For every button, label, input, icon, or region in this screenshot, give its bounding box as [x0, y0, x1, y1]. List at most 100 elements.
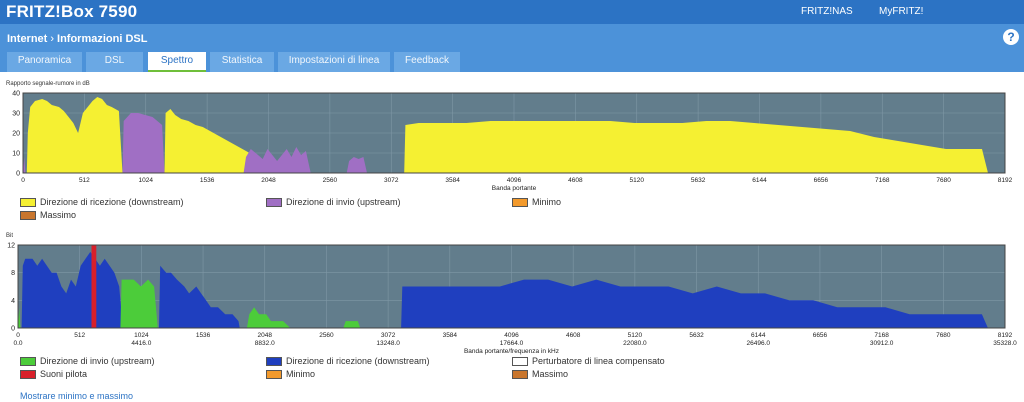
- x-tick-label: 4096: [507, 177, 522, 184]
- plot-border: [17, 244, 1006, 329]
- x-freq-label: 26496.0: [747, 340, 771, 347]
- x-tick-label: 6144: [751, 332, 766, 339]
- tab-impostazioni-di-linea[interactable]: Impostazioni di linea: [278, 52, 390, 72]
- x-tick-label: 0: [21, 177, 25, 184]
- y-axis-label: Rapporto segnale-rumore in dB: [6, 81, 90, 87]
- x-freq-label: 35328.0: [993, 340, 1017, 347]
- fritznas-link[interactable]: FRITZ!NAS: [801, 6, 853, 17]
- tab-dsl[interactable]: DSL: [86, 52, 143, 72]
- x-tick-label: 4608: [566, 332, 581, 339]
- tab-spettro[interactable]: Spettro: [148, 52, 206, 72]
- top-bar: FRITZ!Box 7590 FRITZ!NAS MyFRITZ!: [0, 0, 1024, 24]
- legend-label: Minimo: [286, 369, 316, 379]
- x-tick-label: 6144: [752, 177, 767, 184]
- breadcrumb-internet[interactable]: Internet: [7, 33, 48, 45]
- series-area-1: [23, 113, 367, 173]
- legend-suoni-pilota: Suoni pilota: [20, 369, 87, 379]
- x-tick-label: 6656: [813, 332, 828, 339]
- legend-label: Minimo: [532, 197, 562, 207]
- breadcrumb-separator-icon: ›: [50, 33, 55, 45]
- x-tick-label: 6656: [814, 177, 829, 184]
- y-tick-label: 8: [11, 270, 15, 277]
- legend-swatch: [20, 210, 36, 220]
- x-tick-label: 2560: [323, 177, 338, 184]
- legend-swatch: [266, 369, 282, 379]
- x-freq-label: 22080.0: [623, 340, 647, 347]
- x-freq-label: 8832.0: [255, 340, 275, 347]
- legend-label: Direzione di invio (upstream): [286, 197, 401, 207]
- x-tick-label: 8192: [998, 177, 1013, 184]
- legend-label: Perturbatore di linea compensato: [532, 356, 665, 366]
- legend-massimo-2: Massimo: [512, 369, 568, 379]
- x-tick-label: 4096: [504, 332, 519, 339]
- x-freq-label: 13248.0: [376, 340, 400, 347]
- legend-label: Massimo: [532, 369, 569, 379]
- x-tick-label: 5632: [689, 332, 704, 339]
- tab-statistica[interactable]: Statistica: [210, 52, 274, 72]
- x-tick-label: 7168: [874, 332, 889, 339]
- series-area-0: [26, 97, 989, 173]
- x-freq-label: 0.0: [13, 340, 22, 347]
- y-tick-label: 0: [16, 171, 20, 178]
- legend-label: Direzione di ricezione (downstream): [40, 197, 184, 207]
- legend-label: Direzione di ricezione (downstream): [286, 356, 430, 366]
- x-tick-label: 5120: [630, 177, 645, 184]
- legend-downstream-2: Direzione di ricezione (downstream): [266, 356, 430, 366]
- x-tick-label: 1024: [139, 177, 154, 184]
- legend-massimo: Massimo: [20, 210, 76, 220]
- x-tick-label: 5632: [691, 177, 706, 184]
- x-tick-label: 3072: [381, 332, 396, 339]
- x-freq-label: 4416.0: [131, 340, 151, 347]
- breadcrumb-dsl-info: Informazioni DSL: [57, 33, 148, 45]
- legend-minimo: Minimo: [512, 197, 561, 207]
- x-tick-label: 2048: [258, 332, 273, 339]
- legend-label: Massimo: [40, 210, 77, 220]
- tab-feedback[interactable]: Feedback: [394, 52, 460, 72]
- brand-title: FRITZ!Box 7590: [6, 2, 138, 21]
- y-axis-label: Bit: [6, 233, 13, 239]
- legend-downstream: Direzione di ricezione (downstream): [20, 197, 184, 207]
- y-tick-label: 10: [12, 151, 20, 158]
- x-tick-label: 5120: [628, 332, 643, 339]
- series-area-0: [21, 251, 988, 328]
- show-min-max-link[interactable]: Mostrare minimo e massimo: [20, 391, 134, 401]
- legend-label: Direzione di invio (upstream): [40, 356, 155, 366]
- y-tick-label: 40: [12, 91, 20, 98]
- x-tick-label: 0: [16, 332, 20, 339]
- x-tick-label: 2048: [261, 177, 276, 184]
- x-tick-label: 7680: [936, 332, 951, 339]
- series-area-3: [91, 245, 97, 328]
- x-tick-label: 512: [79, 177, 90, 184]
- legend-label: Suoni pilota: [40, 369, 88, 379]
- x-tick-label: 1536: [200, 177, 215, 184]
- x-tick-label: 7680: [936, 177, 951, 184]
- x-freq-label: 17664.0: [500, 340, 524, 347]
- x-tick-label: 8192: [998, 332, 1013, 339]
- x-tick-label: 1536: [196, 332, 211, 339]
- x-tick-label: 1024: [134, 332, 149, 339]
- x-axis-label: Banda portante: [492, 185, 537, 192]
- plot-border: [22, 92, 1006, 174]
- snr-chart: Rapporto segnale-rumore in dB 0 10 20 30 40 0 5…: [6, 81, 1013, 192]
- legend-upstream-2: Direzione di invio (upstream): [20, 356, 155, 366]
- x-tick-label: 3584: [443, 332, 458, 339]
- legend-swatch: [266, 356, 282, 366]
- myfritz-link[interactable]: MyFRITZ!: [879, 6, 924, 17]
- x-tick-label: 3584: [445, 177, 460, 184]
- legend-swatch: [266, 197, 282, 207]
- y-tick-label: 20: [12, 131, 20, 138]
- help-icon[interactable]: ?: [1003, 29, 1019, 45]
- legend-minimo-2: Minimo: [266, 369, 315, 379]
- y-tick-label: 30: [12, 111, 20, 118]
- y-tick-label: 12: [7, 243, 15, 250]
- x-tick-label: 4608: [568, 177, 583, 184]
- legend-perturbatore: Perturbatore di linea compensato: [512, 356, 665, 366]
- breadcrumb: Internet › Informazioni DSL: [7, 33, 147, 45]
- x-axis-label: Banda portante/frequenza in kHz: [464, 348, 559, 355]
- legend-upstream: Direzione di invio (upstream): [266, 197, 401, 207]
- x-tick-label: 3072: [384, 177, 399, 184]
- legend-swatch: [20, 369, 36, 379]
- legend-swatch: [20, 356, 36, 366]
- tab-panoramica[interactable]: Panoramica: [7, 52, 82, 72]
